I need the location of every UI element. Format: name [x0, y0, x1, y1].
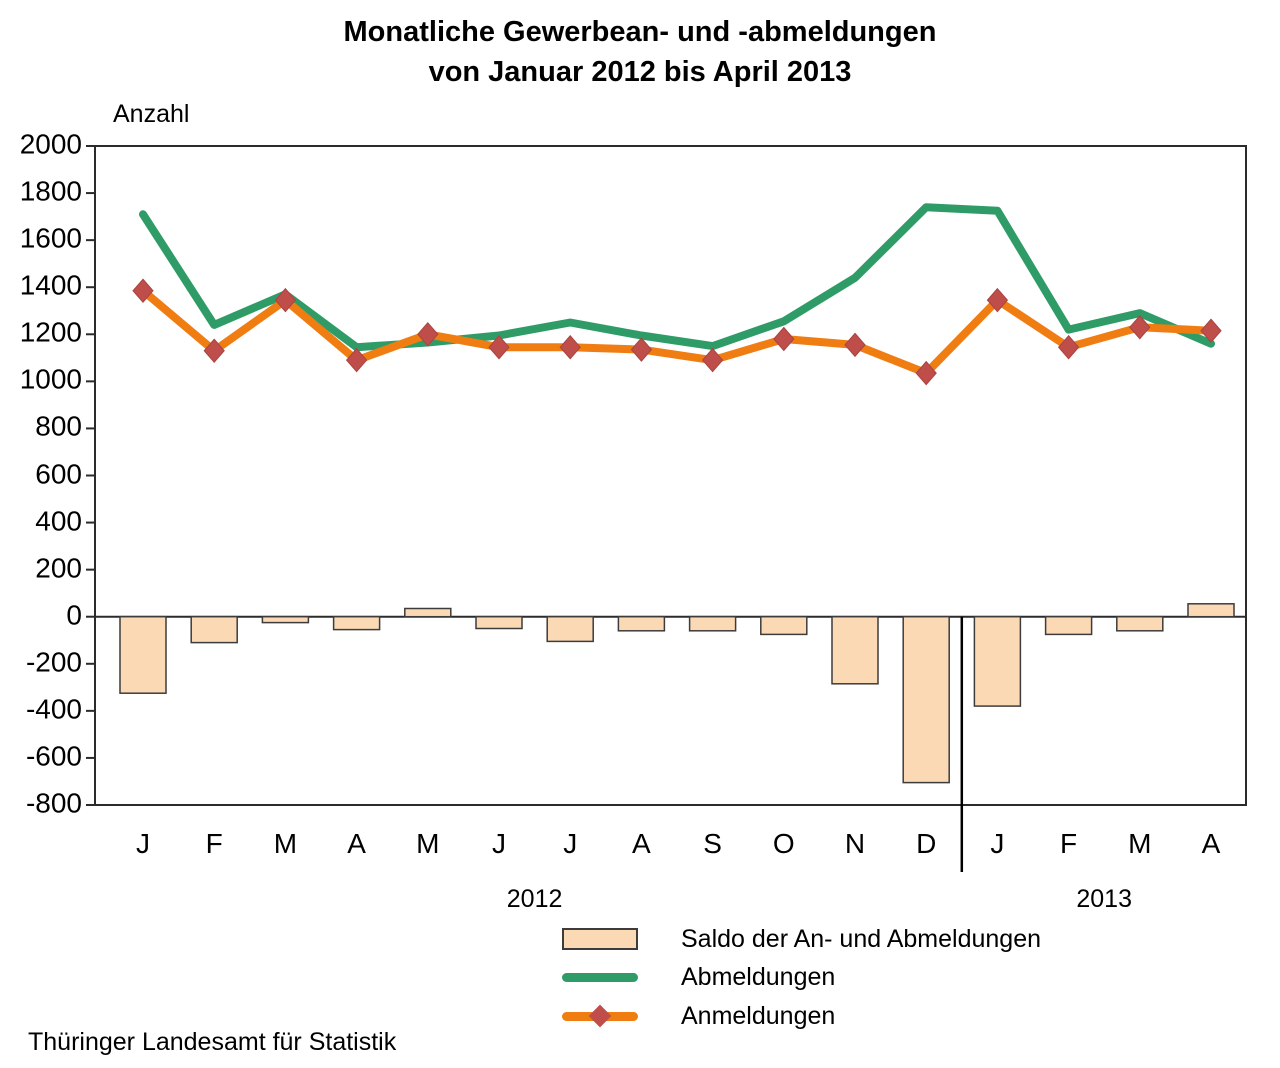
- saldo-bar: [617, 615, 666, 632]
- y-axis-title: Anzahl: [113, 100, 190, 128]
- saldo-bar: [475, 615, 523, 630]
- anmeldungen-marker: [915, 360, 937, 386]
- x-tick-label: J: [990, 828, 1005, 859]
- anmeldungen-marker: [844, 332, 866, 358]
- anmeldungen-marker: [986, 287, 1009, 313]
- y-tick-label: 1600: [19, 222, 82, 254]
- legend-label-saldo: Saldo der An- und Abmeldungen: [681, 924, 1041, 953]
- y-tick-label: -400: [25, 693, 82, 725]
- x-tick-label: M: [273, 828, 298, 859]
- year-label-2013: 2013: [1076, 885, 1132, 913]
- anmeldungen-marker: [1200, 318, 1222, 344]
- x-tick-label: J: [563, 828, 578, 859]
- saldo-bar: [190, 615, 238, 644]
- y-tick-label: -600: [25, 740, 82, 772]
- y-tick-label: 1000: [19, 364, 82, 396]
- saldo-bar: [119, 615, 167, 694]
- source-credit: Thüringer Landesamt für Statistik: [28, 1028, 397, 1056]
- plot-frame: [94, 145, 1247, 806]
- anmeldungen-marker: [488, 334, 510, 360]
- y-tick-label: 2000: [19, 128, 82, 160]
- saldo-bar: [902, 615, 950, 784]
- saldo-bar: [1116, 615, 1164, 632]
- saldo-bar-swatch-icon: [562, 928, 638, 950]
- x-tick-label: O: [772, 828, 795, 859]
- saldo-bar: [546, 615, 594, 643]
- chart-title: Monatliche Gewerbean- und -abmeldungen: [343, 16, 937, 48]
- saldo-swatch-wrap: [562, 928, 638, 950]
- y-tick-label: 600: [35, 458, 82, 490]
- legend-item-abmeldungen: Abmeldungen: [562, 960, 835, 994]
- anmeldungen-marker: [345, 347, 368, 373]
- saldo-bar: [760, 615, 808, 636]
- saldo-bar: [831, 615, 879, 685]
- anmeldungen-marker: [773, 326, 795, 352]
- anmeldungen-marker: [203, 338, 225, 364]
- legend-label-abmeldungen: Abmeldungen: [681, 962, 836, 991]
- abmeldungen-swatch-wrap: [562, 972, 638, 982]
- x-tick-label: J: [136, 828, 150, 859]
- y-tick-label: -800: [25, 787, 82, 819]
- saldo-bar: [973, 615, 1022, 707]
- legend-item-anmeldungen: Anmeldungen: [562, 999, 835, 1033]
- y-tick-label: 1200: [19, 317, 82, 349]
- anmeldungen-marker: [630, 337, 653, 362]
- x-tick-label: A: [347, 828, 366, 859]
- x-tick-label: S: [703, 828, 722, 859]
- x-tick-label: M: [1128, 828, 1152, 859]
- legend-label-anmeldungen: Anmeldungen: [681, 1001, 836, 1030]
- anmeldungen-marker: [701, 347, 724, 373]
- y-tick-label: 800: [35, 411, 82, 443]
- x-tick-label: J: [492, 828, 506, 859]
- anmeldungen-marker: [559, 334, 581, 360]
- anmeldungen-marker: [417, 322, 439, 347]
- anmeldungen-marker: [1129, 314, 1151, 340]
- x-tick-label: D: [916, 828, 937, 859]
- y-tick-label: 1400: [19, 269, 82, 301]
- y-tick-label: 400: [35, 505, 82, 537]
- x-tick-label: M: [416, 828, 440, 859]
- x-tick-label: A: [632, 828, 651, 859]
- saldo-bar: [261, 615, 310, 624]
- abmeldungen-line-swatch-icon: [562, 972, 638, 982]
- anmeldungen-marker: [1057, 334, 1080, 360]
- x-tick-label: F: [205, 828, 223, 859]
- anmeldungen-diamond-marker-icon: [588, 1004, 612, 1028]
- anmeldungen-swatch-wrap: [562, 1004, 638, 1028]
- x-tick-label: A: [1201, 828, 1221, 859]
- y-tick-label: 1800: [19, 175, 82, 207]
- saldo-bar: [1187, 603, 1235, 618]
- legend-item-saldo: Saldo der An- und Abmeldungen: [562, 922, 1041, 956]
- y-tick-label: -200: [25, 646, 82, 678]
- saldo-bar: [332, 615, 381, 631]
- saldo-bar: [404, 607, 452, 618]
- anmeldungen-line: [139, 286, 1215, 378]
- anmeldungen-marker: [132, 278, 154, 304]
- saldo-bar: [688, 615, 737, 632]
- y-tick-label: 200: [35, 552, 82, 584]
- chart-subtitle: von Januar 2012 bis April 2013: [428, 56, 852, 88]
- x-tick-label: N: [844, 828, 866, 859]
- saldo-bar: [1044, 615, 1093, 636]
- abmeldungen-line: [139, 203, 1215, 352]
- anmeldungen-marker: [274, 287, 297, 313]
- y-tick-label: 0: [66, 599, 82, 631]
- x-tick-label: F: [1060, 828, 1078, 859]
- year-label-2012: 2012: [506, 885, 563, 913]
